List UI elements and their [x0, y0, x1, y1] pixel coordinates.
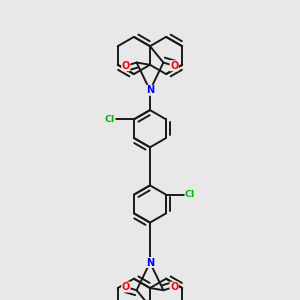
Text: O: O	[122, 282, 130, 292]
Text: Cl: Cl	[105, 115, 115, 124]
Text: O: O	[122, 61, 130, 71]
Text: O: O	[170, 282, 178, 292]
Text: N: N	[146, 257, 154, 268]
Text: O: O	[170, 61, 178, 71]
Text: N: N	[146, 85, 154, 95]
Text: Cl: Cl	[185, 190, 195, 199]
